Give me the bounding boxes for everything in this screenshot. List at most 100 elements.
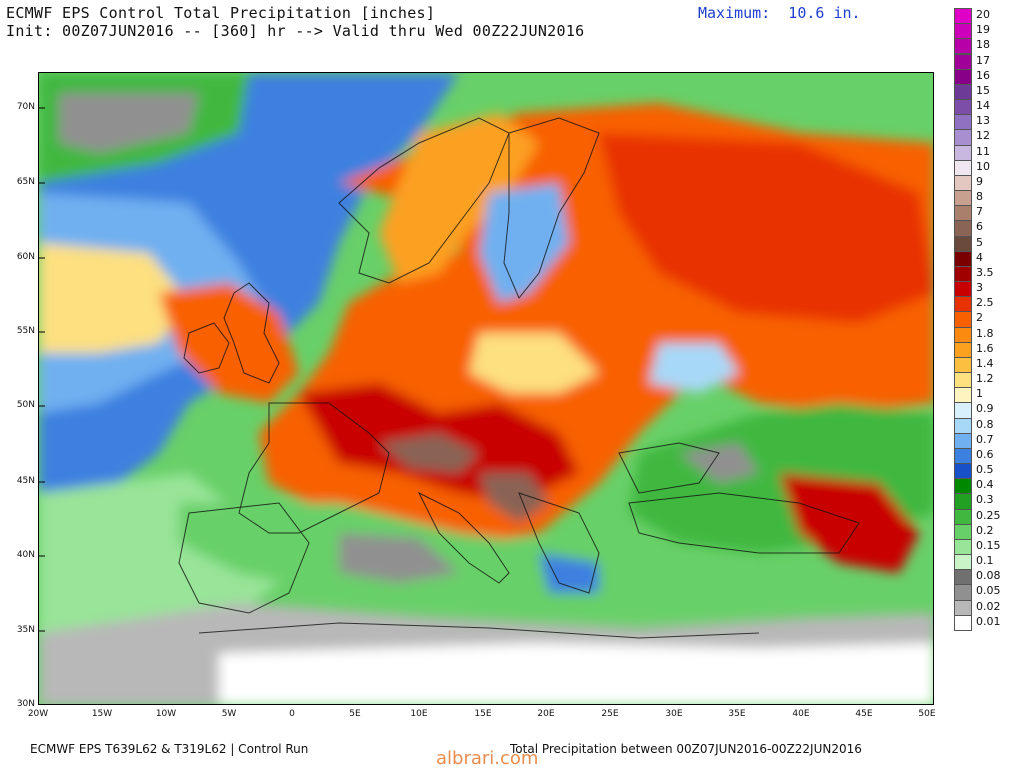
legend-entry: 7 [954,205,1018,222]
coastlines [178,117,860,639]
lat-label: 55N [16,326,35,336]
legend-swatch [954,599,972,616]
legend-swatch [954,159,972,176]
legend-entry: 0.4 [954,478,1018,495]
legend-label: 1.2 [976,372,994,386]
lon-label: 10E [410,709,428,719]
watermark-text: albrari.com [436,748,539,769]
legend-label: 2.5 [976,296,994,310]
lon-label: 30E [665,709,683,719]
legend-swatch [954,144,972,161]
lon-label: 5E [349,709,361,719]
legend-entry: 0.7 [954,432,1018,449]
lon-label: 5W [221,709,237,719]
legend-label: 0.5 [976,463,994,477]
legend-label: 12 [976,129,990,143]
legend-label: 16 [976,68,990,82]
legend-label: 0.15 [976,538,1001,552]
lat-label: 40N [16,550,35,560]
legend-entry: 0.5 [954,463,1018,480]
legend-swatch [954,569,972,586]
legend-swatch [954,447,972,465]
legend-label: 0.08 [976,569,1001,583]
legend-entry: 17 [954,53,1018,70]
legend-swatch [954,432,972,449]
lon-label: 20W [27,709,49,719]
legend-label: 0.02 [976,599,1001,613]
legend-label: 5 [976,235,983,249]
legend-label: 2 [976,311,983,325]
legend-entry: 0.3 [954,493,1018,510]
legend-swatch [954,265,972,283]
legend-entry: 20 [954,8,1018,25]
legend-label: 1.4 [976,356,994,370]
lon-label: 35E [728,709,746,719]
legend-entry: 2 [954,311,1018,328]
legend-label: 0.6 [976,447,994,461]
legend-entry: 4 [954,250,1018,267]
legend-entry: 9 [954,174,1018,192]
legend-swatch [954,493,972,510]
lat-label: 45N [16,476,35,486]
legend-swatch [954,463,972,480]
lat-label: 50N [16,400,35,410]
color-legend: 20 19 18 17 16 15 14 13 12 11 10 9 8 7 6 5 4 3.5 3 2.5 2 1.8 1… [954,8,1018,631]
legend-entry: 3 [954,281,1018,298]
legend-label: 20 [976,8,990,21]
legend-swatch [954,614,972,631]
graticule-ticks [39,107,45,632]
legend-label: 0.2 [976,523,994,537]
lon-label: 40E [792,709,810,719]
lon-label: 25E [601,709,619,719]
legend-swatch [954,311,972,328]
legend-swatch [954,356,972,374]
legend-label: 3.5 [976,265,994,279]
legend-entry: 0.08 [954,569,1018,586]
legend-label: 4 [976,250,983,264]
legend-label: 19 [976,23,990,37]
legend-label: 15 [976,83,990,97]
legend-swatch [954,235,972,252]
legend-swatch [954,584,972,601]
lon-label: 15W [91,709,113,719]
legend-label: 17 [976,53,990,67]
legend-entry: 5 [954,235,1018,252]
legend-label: 7 [976,205,983,219]
legend-entry: 1.8 [954,326,1018,343]
maximum-label: Maximum: 10.6 in. [698,4,861,22]
precipitation-map [38,72,934,705]
legend-swatch [954,99,972,116]
legend-entry: 0.6 [954,447,1018,465]
legend-swatch [954,8,972,25]
lat-label: 30N [16,699,35,709]
legend-label: 1.6 [976,341,994,355]
legend-swatch [954,83,972,100]
legend-swatch [954,205,972,222]
legend-label: 0.01 [976,614,1001,628]
legend-swatch [954,538,972,556]
lon-label: 15E [474,709,492,719]
legend-swatch [954,508,972,525]
legend-entry: 0.25 [954,508,1018,525]
legend-swatch [954,174,972,192]
period-info: Total Precipitation between 00Z07JUN2016… [510,742,862,756]
lon-label: 10W [155,709,177,719]
legend-label: 0.25 [976,508,1001,522]
legend-label: 1.8 [976,326,994,340]
lat-label: 60N [16,252,35,262]
legend-entry: 0.1 [954,554,1018,571]
lat-label: 70N [16,102,35,112]
legend-entry: 14 [954,99,1018,116]
legend-entry: 0.2 [954,523,1018,540]
legend-entry: 15 [954,83,1018,100]
model-info: ECMWF EPS T639L62 & T319L62 | Control Ru… [30,742,309,756]
legend-entry: 3.5 [954,265,1018,283]
legend-label: 0.9 [976,402,994,416]
legend-label: 0.7 [976,432,994,446]
legend-entry: 1.4 [954,356,1018,374]
legend-entry: 12 [954,129,1018,146]
legend-entry: 16 [954,68,1018,85]
legend-swatch [954,38,972,55]
legend-swatch [954,372,972,389]
legend-label: 6 [976,220,983,234]
